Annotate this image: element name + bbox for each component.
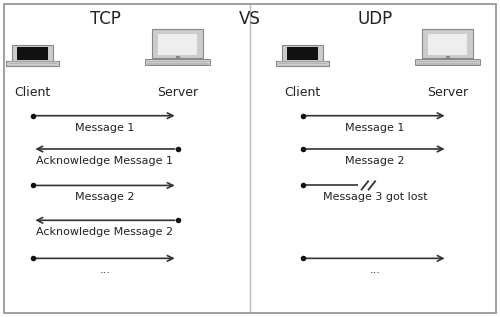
Text: UDP: UDP: [358, 10, 392, 28]
Text: Client: Client: [284, 86, 320, 99]
FancyBboxPatch shape: [16, 47, 48, 60]
Text: Message 2: Message 2: [75, 192, 135, 203]
Text: Message 2: Message 2: [345, 156, 405, 166]
FancyBboxPatch shape: [12, 45, 53, 63]
Text: Client: Client: [14, 86, 51, 99]
Text: Acknowledge Message 2: Acknowledge Message 2: [36, 227, 173, 237]
FancyBboxPatch shape: [282, 45, 324, 63]
Text: Server: Server: [427, 86, 468, 99]
Text: Message 3 got lost: Message 3 got lost: [322, 192, 428, 203]
FancyBboxPatch shape: [415, 59, 480, 65]
Text: ...: ...: [370, 265, 380, 275]
FancyBboxPatch shape: [276, 61, 330, 66]
FancyBboxPatch shape: [158, 34, 197, 55]
Text: TCP: TCP: [90, 10, 120, 28]
Text: VS: VS: [239, 10, 261, 28]
Text: Message 1: Message 1: [346, 123, 405, 133]
Text: Acknowledge Message 1: Acknowledge Message 1: [36, 156, 173, 166]
FancyBboxPatch shape: [422, 29, 473, 58]
FancyBboxPatch shape: [428, 34, 467, 55]
Text: Server: Server: [157, 86, 198, 99]
FancyBboxPatch shape: [286, 47, 318, 60]
FancyBboxPatch shape: [145, 59, 210, 65]
Text: ...: ...: [100, 265, 110, 275]
Text: Message 1: Message 1: [76, 123, 134, 133]
FancyBboxPatch shape: [6, 61, 60, 66]
FancyBboxPatch shape: [152, 29, 203, 58]
